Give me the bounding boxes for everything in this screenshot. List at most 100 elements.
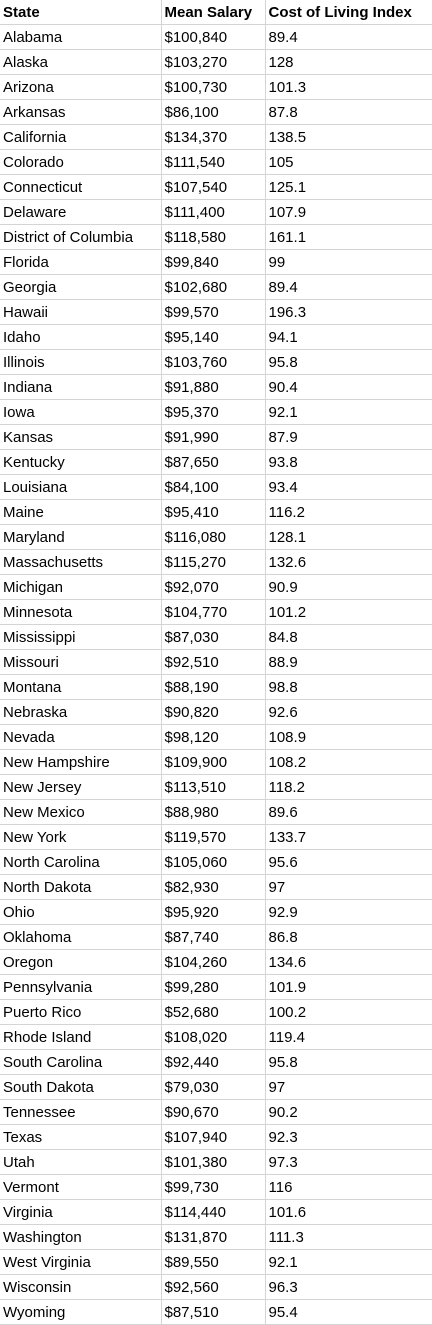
table-row: Oklahoma $87,740 86.8 [0,924,432,950]
table-row: Florida $99,840 99 [0,249,432,275]
cost-of-living-index-cell: 92.9 [264,899,432,925]
state-cell: Oregon [0,949,162,975]
table-row: Arizona $100,730 101.3 [0,74,432,100]
mean-salary-cell: $99,280 [160,974,266,1000]
column-header-mean-salary: Mean Salary [160,0,266,25]
table-row: Michigan $92,070 90.9 [0,574,432,600]
mean-salary-cell: $99,840 [160,249,266,275]
mean-salary-cell: $101,380 [160,1149,266,1175]
mean-salary-cell: $88,980 [160,799,266,825]
state-cell: Puerto Rico [0,999,162,1025]
mean-salary-cell: $84,100 [160,474,266,500]
table-row: Utah $101,380 97.3 [0,1149,432,1175]
table-row: California $134,370 138.5 [0,124,432,150]
table-row: Puerto Rico $52,680 100.2 [0,999,432,1025]
mean-salary-cell: $88,190 [160,674,266,700]
table-row: North Carolina $105,060 95.6 [0,849,432,875]
header-row: State Mean Salary Cost of Living Index [0,0,432,25]
cost-of-living-index-cell: 133.7 [264,824,432,850]
cost-of-living-index-cell: 95.6 [264,849,432,875]
mean-salary-cell: $109,900 [160,749,266,775]
mean-salary-cell: $102,680 [160,274,266,300]
state-cell: Kentucky [0,449,162,475]
table-row: Vermont $99,730 116 [0,1174,432,1200]
state-cell: New Hampshire [0,749,162,775]
table-row: Colorado $111,540 105 [0,149,432,175]
mean-salary-cell: $92,440 [160,1049,266,1075]
mean-salary-cell: $89,550 [160,1249,266,1275]
state-cell: Illinois [0,349,162,375]
cost-of-living-index-cell: 107.9 [264,199,432,225]
state-cell: Maine [0,499,162,525]
cost-of-living-index-cell: 92.3 [264,1124,432,1150]
cost-of-living-index-cell: 101.6 [264,1199,432,1225]
cost-of-living-index-cell: 111.3 [264,1224,432,1250]
table-row: Ohio $95,920 92.9 [0,899,432,925]
cost-of-living-index-cell: 89.4 [264,24,432,50]
cost-of-living-index-cell: 94.1 [264,324,432,350]
mean-salary-cell: $92,560 [160,1274,266,1300]
cost-of-living-index-cell: 97 [264,1074,432,1100]
cost-of-living-index-cell: 93.8 [264,449,432,475]
table-row: New York $119,570 133.7 [0,824,432,850]
table-row: Minnesota $104,770 101.2 [0,599,432,625]
state-cell: Minnesota [0,599,162,625]
table-row: Missouri $92,510 88.9 [0,649,432,675]
state-cell: Ohio [0,899,162,925]
table-row: Georgia $102,680 89.4 [0,274,432,300]
state-cell: North Carolina [0,849,162,875]
table-row: Idaho $95,140 94.1 [0,324,432,350]
cost-of-living-index-cell: 101.9 [264,974,432,1000]
mean-salary-cell: $116,080 [160,524,266,550]
mean-salary-cell: $95,920 [160,899,266,925]
table-row: Wyoming $87,510 95.4 [0,1299,432,1325]
state-cell: Texas [0,1124,162,1150]
mean-salary-cell: $91,990 [160,424,266,450]
state-cell: Arizona [0,74,162,100]
table-row: Kentucky $87,650 93.8 [0,449,432,475]
state-cell: Delaware [0,199,162,225]
state-cell: New Mexico [0,799,162,825]
cost-of-living-index-cell: 88.9 [264,649,432,675]
state-cell: Virginia [0,1199,162,1225]
mean-salary-cell: $98,120 [160,724,266,750]
table-row: Hawaii $99,570 196.3 [0,299,432,325]
table-row: Washington $131,870 111.3 [0,1224,432,1250]
cost-of-living-index-cell: 92.1 [264,399,432,425]
mean-salary-cell: $90,820 [160,699,266,725]
state-cell: Alabama [0,24,162,50]
mean-salary-cell: $92,510 [160,649,266,675]
state-cell: Iowa [0,399,162,425]
table-row: Connecticut $107,540 125.1 [0,174,432,200]
cost-of-living-index-cell: 95.8 [264,1049,432,1075]
table-row: Delaware $111,400 107.9 [0,199,432,225]
state-cell: West Virginia [0,1249,162,1275]
table-row: Kansas $91,990 87.9 [0,424,432,450]
table-row: Massachusetts $115,270 132.6 [0,549,432,575]
cost-of-living-index-cell: 89.4 [264,274,432,300]
table-row: South Dakota $79,030 97 [0,1074,432,1100]
mean-salary-cell: $87,510 [160,1299,266,1325]
mean-salary-cell: $99,730 [160,1174,266,1200]
cost-of-living-index-cell: 116.2 [264,499,432,525]
state-cell: Connecticut [0,174,162,200]
cost-of-living-index-cell: 99 [264,249,432,275]
cost-of-living-index-cell: 95.4 [264,1299,432,1325]
table-row: Arkansas $86,100 87.8 [0,99,432,125]
mean-salary-cell: $108,020 [160,1024,266,1050]
mean-salary-cell: $134,370 [160,124,266,150]
state-cell: Missouri [0,649,162,675]
mean-salary-cell: $115,270 [160,549,266,575]
state-cell: Wisconsin [0,1274,162,1300]
state-cell: Alaska [0,49,162,75]
table-row: Montana $88,190 98.8 [0,674,432,700]
cost-of-living-index-cell: 119.4 [264,1024,432,1050]
mean-salary-cell: $103,760 [160,349,266,375]
state-cell: New York [0,824,162,850]
cost-of-living-index-cell: 90.4 [264,374,432,400]
state-cell: Pennsylvania [0,974,162,1000]
cost-of-living-index-cell: 97 [264,874,432,900]
mean-salary-cell: $100,840 [160,24,266,50]
table-row: District of Columbia $118,580 161.1 [0,224,432,250]
mean-salary-cell: $107,940 [160,1124,266,1150]
